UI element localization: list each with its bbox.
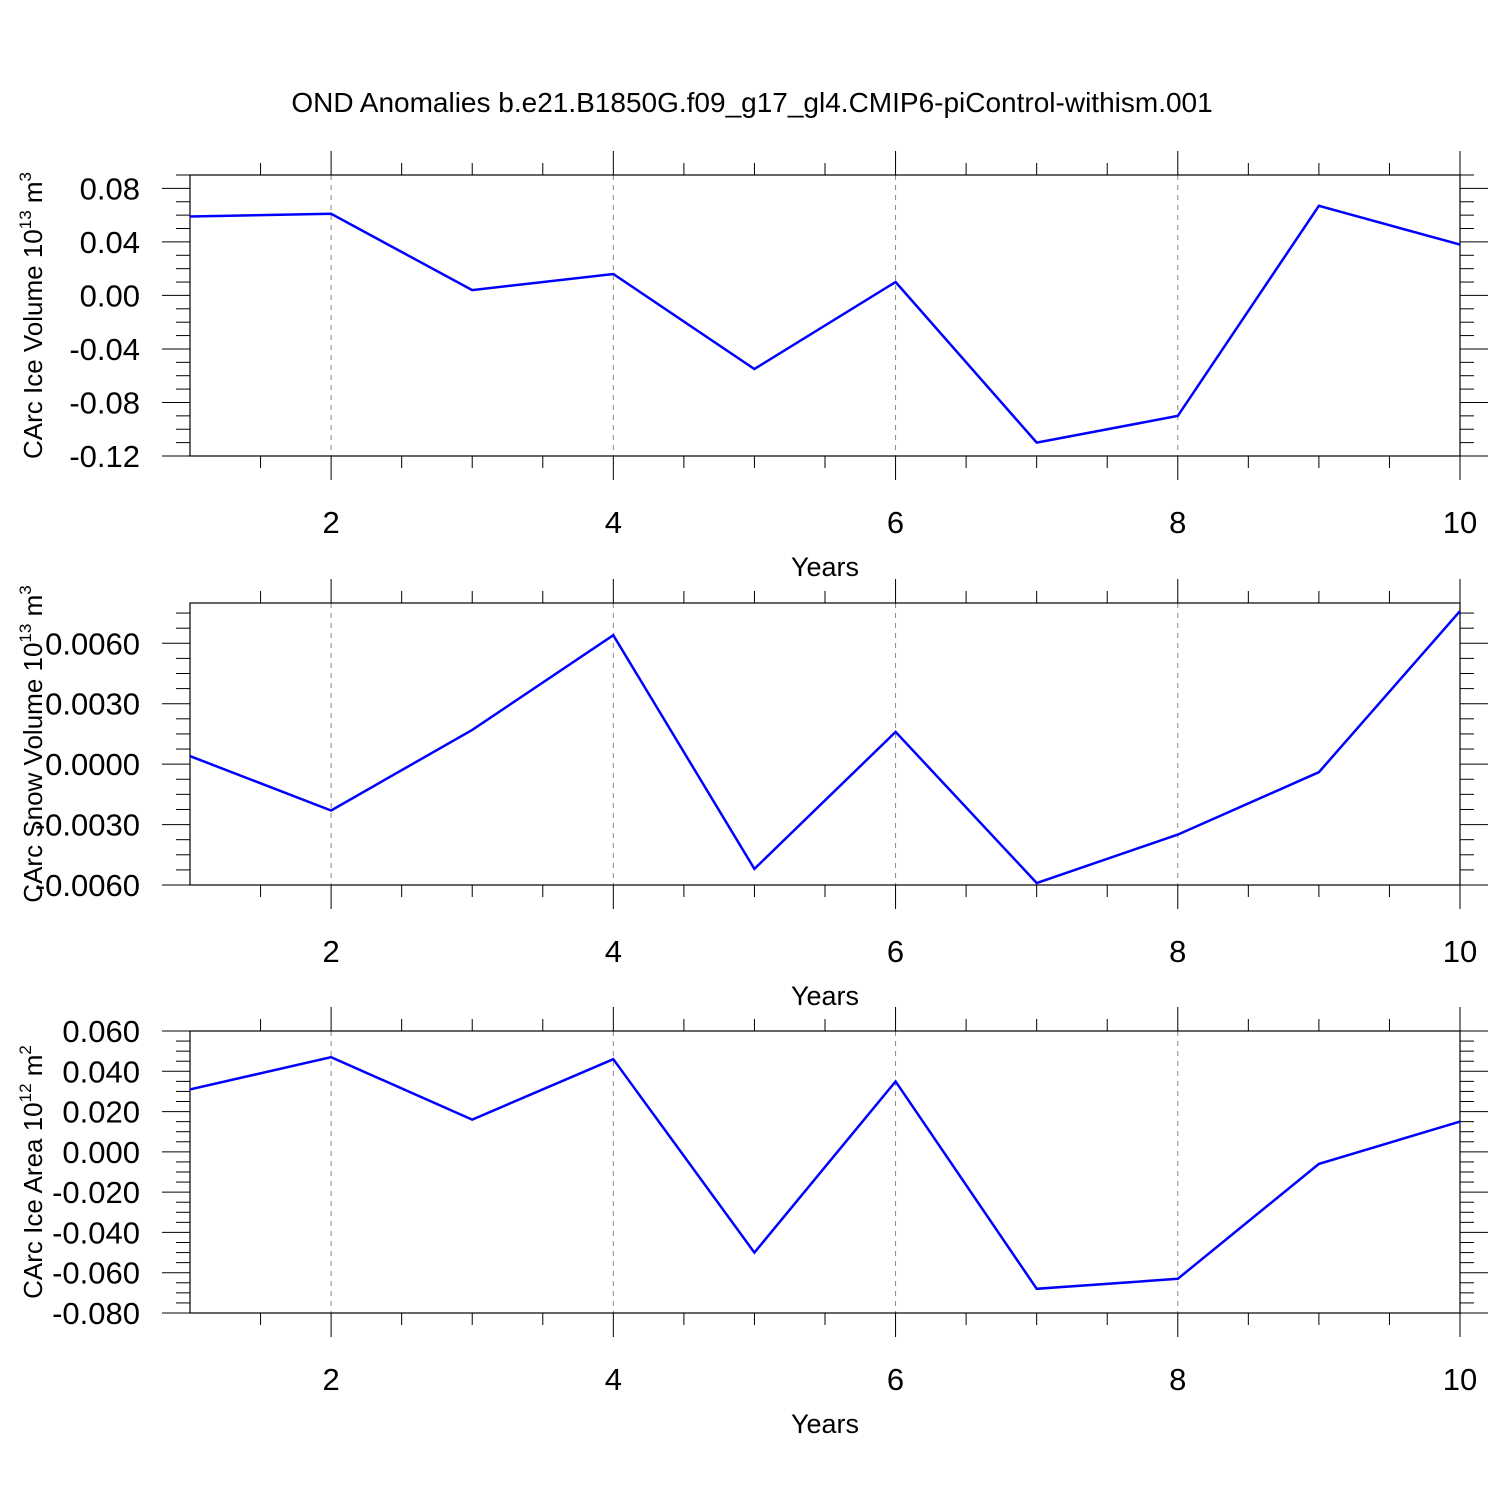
series-line: [190, 204, 1460, 444]
snow-volume-panel: -0.0060 -0.0030 0.0000 0.0030 0.0060 2 4 6 8 10 Ye…: [16, 579, 1488, 1011]
x-tick-label: 6: [887, 1362, 904, 1397]
y-tick-label: -0.040: [52, 1215, 140, 1250]
series-line: [190, 1055, 1460, 1291]
y-axis-label: CArc Ice Area 1012 m2: [16, 1045, 48, 1299]
x-tick-label: 10: [1443, 1362, 1477, 1397]
y-tick-label: -0.12: [69, 439, 140, 474]
y-tick-label: 0.0000: [45, 747, 140, 782]
x-tick-label: 2: [322, 934, 339, 969]
y-tick-label: 0.00: [80, 278, 140, 313]
ice-area-panel: -0.080 -0.060 -0.040 -0.020 0.000 0.020 0.040 0…: [16, 1007, 1488, 1439]
y-tick-label: 0.060: [62, 1014, 140, 1049]
y-tick-label: -0.04: [69, 332, 140, 367]
ice-volume-panel: -0.12 -0.08 -0.04 0.00 0.04 0.08 2 4 6 8 10 Years CA…: [16, 151, 1488, 582]
x-tick-label: 10: [1443, 505, 1477, 540]
y-tick-label: -0.08: [69, 385, 140, 420]
x-tick-label: 4: [605, 1362, 622, 1397]
figure-title: OND Anomalies b.e21.B1850G.f09_g17_gl4.C…: [291, 87, 1212, 118]
plot-frame: [189, 1030, 1461, 1314]
x-tick-label: 8: [1169, 505, 1186, 540]
x-tick-label: 10: [1443, 934, 1477, 969]
y-tick-label: 0.040: [62, 1054, 140, 1089]
y-tick-label: 0.04: [80, 225, 140, 260]
y-tick-label: -0.020: [52, 1175, 140, 1210]
x-tick-label: 2: [322, 505, 339, 540]
x-tick-label: 6: [887, 934, 904, 969]
x-tick-label: 6: [887, 505, 904, 540]
x-tick-label: 4: [605, 934, 622, 969]
y-tick-label: 0.0030: [45, 687, 140, 722]
y-tick-label: -0.0060: [35, 868, 140, 903]
y-tick-label: 0.000: [62, 1135, 140, 1170]
y-tick-label: 0.0060: [45, 626, 140, 661]
y-tick-label: -0.080: [52, 1296, 140, 1331]
x-axis-label: Years: [791, 1409, 859, 1439]
y-tick-label: 0.020: [62, 1095, 140, 1130]
y-tick-label: 0.08: [80, 171, 140, 206]
y-tick-label: -0.0030: [35, 808, 140, 843]
y-tick-label: -0.060: [52, 1256, 140, 1291]
x-tick-label: 8: [1169, 1362, 1186, 1397]
plot-frame: [189, 174, 1461, 457]
x-tick-label: 2: [322, 1362, 339, 1397]
x-axis-label: Years: [791, 552, 859, 582]
plot-frame: [189, 602, 1461, 886]
x-axis-label: Years: [791, 981, 859, 1011]
x-tick-label: 8: [1169, 934, 1186, 969]
y-axis-label: CArc Snow Volume 1013 m3: [16, 585, 48, 902]
series-line: [190, 610, 1460, 885]
x-tick-label: 4: [605, 505, 622, 540]
y-axis-label: CArc Ice Volume 1013 m3: [16, 172, 48, 459]
